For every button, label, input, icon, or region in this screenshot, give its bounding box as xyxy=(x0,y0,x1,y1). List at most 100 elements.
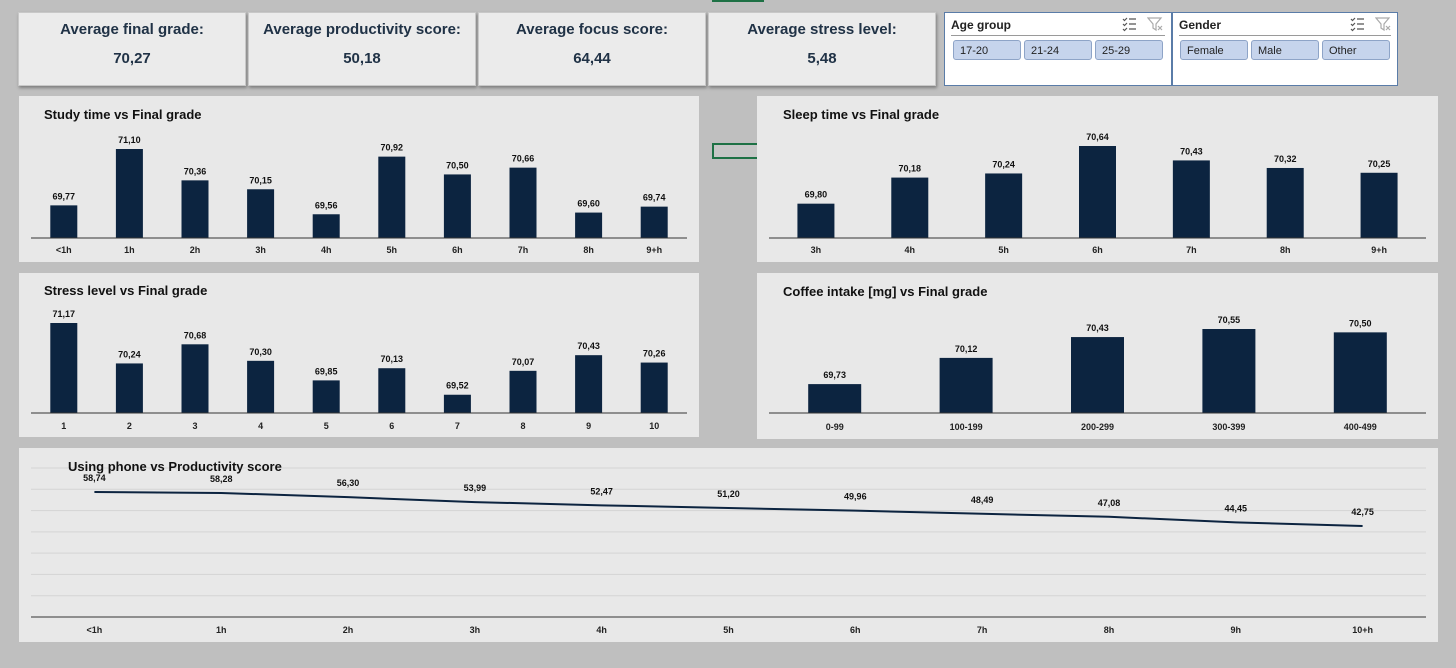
chart-title: Coffee intake [mg] vs Final grade xyxy=(783,284,988,299)
multi-select-icon[interactable] xyxy=(1349,16,1365,32)
slicer-option-17-20[interactable]: 17-20 xyxy=(953,40,1021,60)
kpi-title: Average productivity score: xyxy=(263,21,461,38)
data-label: 70,66 xyxy=(512,154,535,164)
bar[interactable] xyxy=(378,368,406,413)
kpi-value: 5,48 xyxy=(807,50,837,67)
data-label: 70,30 xyxy=(249,347,272,357)
data-label: 58,28 xyxy=(210,474,233,484)
data-label: 70,92 xyxy=(381,143,404,153)
bar[interactable] xyxy=(247,189,275,238)
category-label: 6h xyxy=(850,625,861,635)
bar[interactable] xyxy=(509,370,537,413)
kpi-value: 50,18 xyxy=(343,50,381,67)
clear-filter-icon[interactable] xyxy=(1375,16,1391,32)
data-label: 70,13 xyxy=(381,354,404,364)
data-label: 70,32 xyxy=(1274,154,1297,164)
data-label: 44,45 xyxy=(1225,503,1248,513)
category-label: 7h xyxy=(977,625,988,635)
chart-title: Sleep time vs Final grade xyxy=(783,107,940,122)
phone-usage-line-chart: 58,74 58,28 56,30 53,99 52,47 51,20 49,96 48,49… xyxy=(31,467,1426,635)
bar[interactable] xyxy=(50,323,78,413)
bar[interactable] xyxy=(808,384,862,413)
category-label: 5h xyxy=(998,245,1009,255)
clear-filter-icon[interactable] xyxy=(1147,16,1163,32)
category-label: 7h xyxy=(518,245,529,255)
bar[interactable] xyxy=(640,362,668,413)
data-label: 70,12 xyxy=(955,344,978,354)
category-label: 1h xyxy=(216,625,227,635)
chart-title: Study time vs Final grade xyxy=(44,107,202,122)
slicer-option-female[interactable]: Female xyxy=(1180,40,1248,60)
category-label: 8h xyxy=(1104,625,1115,635)
data-label: 69,77 xyxy=(53,191,76,201)
bar[interactable] xyxy=(115,363,143,413)
data-label: 69,73 xyxy=(823,370,846,380)
bar[interactable] xyxy=(575,355,603,413)
slicer-option-21-24[interactable]: 21-24 xyxy=(1024,40,1092,60)
kpi-card-final-grade: Average final grade: 70,27 xyxy=(18,12,246,86)
bar[interactable] xyxy=(247,360,275,413)
stress-level-chart: Stress level vs Final grade 71,17 70,24 70… xyxy=(19,273,699,437)
bar[interactable] xyxy=(575,212,603,238)
category-label: 400-499 xyxy=(1344,422,1377,432)
data-label: 70,25 xyxy=(1368,159,1391,169)
sleep-time-bar-chart: 69,80 70,18 70,24 70,64 70,43 70,32 70,25 3h 4h 5… xyxy=(769,132,1426,255)
study-time-bar-chart: 69,77 71,10 70,36 70,15 69,56 70,92 70,50 70,66… xyxy=(31,135,687,255)
selected-cell[interactable] xyxy=(712,143,762,159)
bar[interactable] xyxy=(1172,160,1210,238)
bar[interactable] xyxy=(115,149,143,238)
bar[interactable] xyxy=(1360,172,1398,238)
multi-select-icon[interactable] xyxy=(1121,16,1137,32)
bar[interactable] xyxy=(1202,329,1256,413)
bar[interactable] xyxy=(378,156,406,238)
bar[interactable] xyxy=(181,344,209,413)
category-label: 4h xyxy=(321,245,332,255)
data-label: 70,18 xyxy=(899,164,922,174)
category-label: 5h xyxy=(387,245,398,255)
bar[interactable] xyxy=(1333,332,1387,413)
data-label: 70,50 xyxy=(446,160,469,170)
bar[interactable] xyxy=(312,380,340,413)
category-label: 2h xyxy=(190,245,201,255)
bar[interactable] xyxy=(509,167,537,238)
data-label: 70,43 xyxy=(1086,323,1109,333)
category-label: 100-199 xyxy=(950,422,983,432)
bar[interactable] xyxy=(181,180,209,238)
category-label: 3 xyxy=(192,421,197,431)
bar[interactable] xyxy=(1079,146,1116,238)
category-label: 10 xyxy=(649,421,659,431)
bar[interactable] xyxy=(640,206,668,238)
data-label: 58,74 xyxy=(83,473,106,483)
bar[interactable] xyxy=(797,203,835,238)
data-label: 47,08 xyxy=(1098,498,1121,508)
bar[interactable] xyxy=(443,394,471,413)
slicer-title: Gender xyxy=(1179,18,1222,32)
data-label: 69,56 xyxy=(315,200,338,210)
data-label: 70,15 xyxy=(249,175,272,185)
data-label: 51,20 xyxy=(717,489,740,499)
data-label: 69,74 xyxy=(643,193,666,203)
bar[interactable] xyxy=(891,177,929,238)
bar[interactable] xyxy=(985,173,1023,238)
slicer-option-other[interactable]: Other xyxy=(1322,40,1390,60)
bar[interactable] xyxy=(939,357,993,413)
data-label: 49,96 xyxy=(844,492,867,502)
data-label: 53,99 xyxy=(464,483,487,493)
category-label: 2 xyxy=(127,421,132,431)
bar[interactable] xyxy=(1266,167,1304,238)
category-label: 0-99 xyxy=(826,422,844,432)
bar[interactable] xyxy=(50,205,78,238)
stress-level-bar-chart: 71,17 70,24 70,68 70,30 69,85 70,13 69,52 70,07… xyxy=(31,309,687,431)
bar[interactable] xyxy=(443,174,471,238)
study-time-chart: Study time vs Final grade 69,77 71,10 70,3… xyxy=(19,96,699,262)
category-label: 8 xyxy=(520,421,525,431)
category-label: 300-399 xyxy=(1212,422,1245,432)
slicer-option-25-29[interactable]: 25-29 xyxy=(1095,40,1163,60)
category-label: 7 xyxy=(455,421,460,431)
age-group-slicer: Age group 17-20 21-24 25-29 xyxy=(944,12,1172,86)
bar[interactable] xyxy=(312,214,340,238)
bar[interactable] xyxy=(1071,337,1124,413)
series-line[interactable] xyxy=(94,490,1363,528)
slicer-option-male[interactable]: Male xyxy=(1251,40,1319,60)
kpi-title: Average focus score: xyxy=(515,21,668,38)
